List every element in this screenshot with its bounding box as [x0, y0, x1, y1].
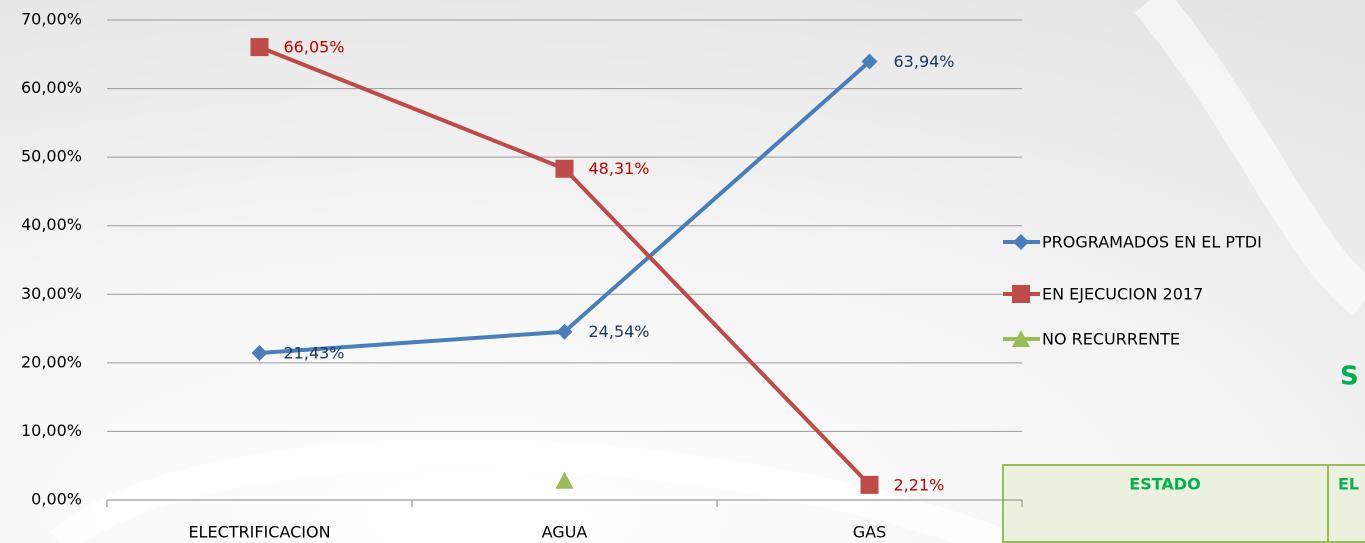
x-tick-label: AGUA: [542, 523, 588, 542]
data-point: [251, 345, 268, 362]
data-point: [556, 323, 573, 340]
data-label: 24,54%: [589, 322, 650, 341]
y-tick-label: 50,00%: [21, 147, 82, 166]
table-header: EL: [1338, 475, 1359, 494]
y-tick-label: 60,00%: [21, 78, 82, 97]
x-tick-label: GAS: [853, 523, 887, 542]
data-label: 66,05%: [284, 38, 345, 57]
y-tick-label: 0,00%: [31, 490, 82, 509]
data-point: [860, 475, 879, 494]
legend-label: EN EJECUCION 2017: [1042, 285, 1203, 304]
y-tick-label: 30,00%: [21, 284, 82, 303]
data-label: 48,31%: [589, 159, 650, 178]
table-header-row: [1002, 464, 1365, 543]
y-tick-label: 40,00%: [21, 215, 82, 234]
data-point: [555, 471, 574, 489]
legend-label: NO RECURRENTE: [1042, 330, 1180, 349]
table-header: ESTADO: [1129, 475, 1200, 494]
table: ESTADO EL: [1002, 464, 1365, 543]
data-label: 21,43%: [284, 344, 345, 363]
data-label: 2,21%: [894, 475, 945, 494]
background-swirl: [1134, 0, 1365, 316]
data-label: 63,94%: [894, 52, 955, 71]
y-tick-label: 70,00%: [21, 10, 82, 29]
y-tick-label: 20,00%: [21, 352, 82, 371]
legend-marker: [1012, 330, 1030, 347]
data-point: [861, 53, 878, 70]
data-point: [555, 159, 574, 178]
legend-marker: [1013, 234, 1029, 250]
data-point: [250, 38, 269, 57]
side-title: S: [1340, 362, 1359, 392]
x-tick-label: ELECTRIFICACION: [188, 523, 330, 542]
y-tick-label: 10,00%: [21, 421, 82, 440]
legend-label: PROGRAMADOS EN EL PTDI: [1042, 233, 1262, 252]
legend-marker: [1012, 285, 1030, 303]
